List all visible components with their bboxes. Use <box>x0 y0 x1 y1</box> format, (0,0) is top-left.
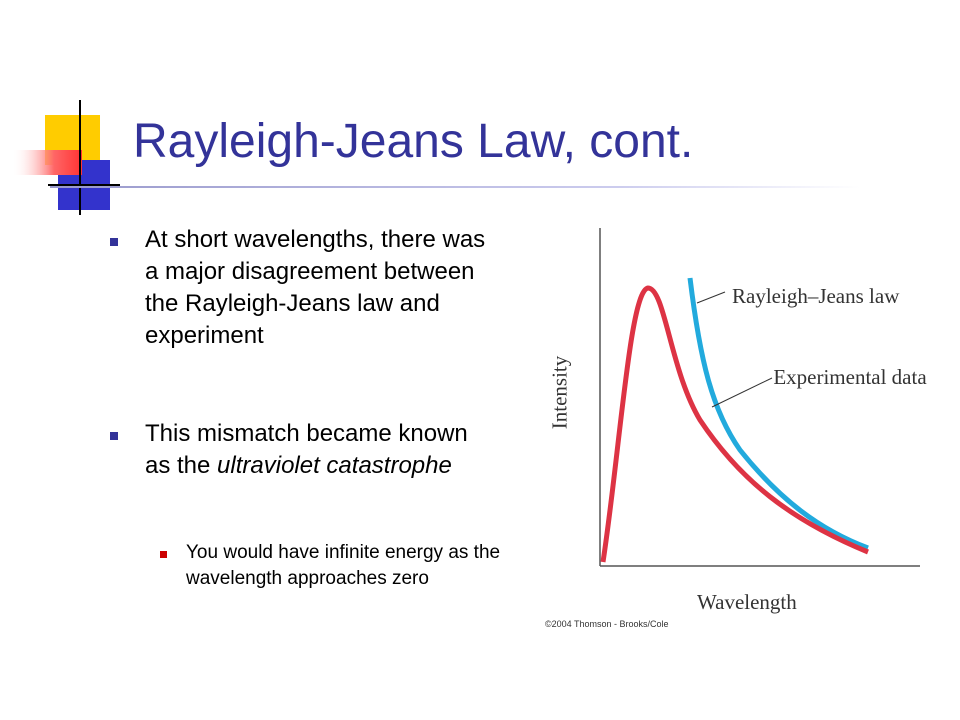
bullet-marker <box>110 432 118 440</box>
curve-label: Experimental data <box>773 365 927 389</box>
y-axis-label: Intensity <box>547 355 572 430</box>
x-axis-label: Wavelength <box>697 590 797 614</box>
sub-bullet-marker <box>160 551 167 558</box>
bullet-text: This mismatch became known as the <box>145 420 468 479</box>
bullet: This mismatch became known as the ultrav… <box>145 418 490 482</box>
bullet-marker <box>110 238 118 246</box>
bullet: At short wavelengths, there was a major … <box>145 226 486 349</box>
slide-title: Rayleigh-Jeans Law, cont. <box>133 115 694 168</box>
curve-label: Rayleigh–Jeans law <box>732 284 900 308</box>
figure-credit: ©2004 Thomson - Brooks/Cole <box>545 619 669 629</box>
sub-bullet: You would have infinite energy as the wa… <box>186 542 501 589</box>
bullet-emphasis: ultraviolet catastrophe <box>217 452 452 479</box>
